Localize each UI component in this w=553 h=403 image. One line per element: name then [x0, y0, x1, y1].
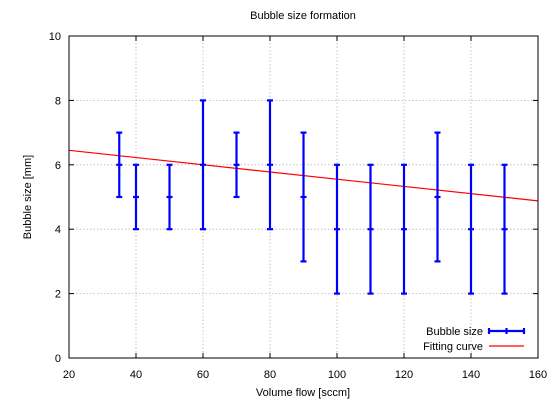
- errorbar-layer: [116, 99, 508, 295]
- x-tick-label: 100: [328, 369, 346, 381]
- x-axis-label: Volume flow [sccm]: [256, 387, 350, 399]
- x-tick-label: 160: [529, 369, 547, 381]
- legend: Bubble size Fitting curve: [423, 326, 526, 353]
- errorbar-point: [501, 163, 508, 295]
- plot-frame: [68, 35, 539, 359]
- y-tick-label: 4: [55, 224, 61, 236]
- chart-title: Bubble size formation: [250, 10, 356, 22]
- errorbar-point: [401, 163, 407, 295]
- errorbar-point: [200, 99, 206, 231]
- x-tick-label: 80: [264, 369, 276, 381]
- legend-label-fitting-curve: Fitting curve: [423, 341, 483, 353]
- errorbar-point: [468, 163, 474, 295]
- errorbar-point: [267, 99, 273, 231]
- errorbar-point: [233, 131, 240, 199]
- y-tick-label: 8: [55, 95, 61, 107]
- x-tick-label: 120: [395, 369, 413, 381]
- y-tick-label: 6: [55, 160, 61, 172]
- x-tick-labels: 20 40 60 80 100 120 140 160: [63, 369, 547, 381]
- y-axis-label: Bubble size [mm]: [22, 155, 34, 239]
- errorbar-point: [300, 131, 307, 263]
- legend-label-bubble-size: Bubble size: [426, 326, 483, 338]
- y-tick-label: 0: [55, 353, 61, 365]
- errorbar-point: [166, 163, 173, 231]
- x-tick-label: 20: [63, 369, 75, 381]
- x-tick-label: 140: [462, 369, 480, 381]
- errorbar-point: [133, 163, 139, 231]
- x-tick-label: 60: [197, 369, 209, 381]
- errorbar-point: [116, 131, 123, 199]
- errorbar-point: [334, 163, 340, 295]
- y-tick-label: 2: [55, 289, 61, 301]
- x-tick-label: 40: [130, 369, 142, 381]
- y-tick-labels: 0 2 4 6 8 10: [49, 31, 61, 365]
- y-tick-label: 10: [49, 31, 61, 43]
- errorbar-point: [367, 163, 374, 295]
- errorbar-point: [434, 131, 441, 263]
